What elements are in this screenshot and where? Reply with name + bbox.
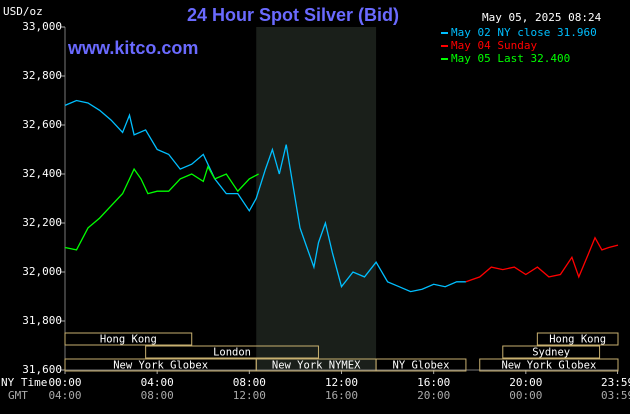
legend-label: May 02 NY close 31.960 <box>451 26 597 39</box>
x-tick-label: 20:00 <box>509 376 542 389</box>
x2-tick-label: 20:00 <box>417 389 450 402</box>
watermark: www.kitco.com <box>67 38 198 58</box>
timestamp: May 05, 2025 08:24 <box>482 11 602 24</box>
x2-tick-label: 00:00 <box>509 389 542 402</box>
session-box <box>536 332 619 346</box>
price-line <box>465 236 619 283</box>
x2-tick-label: 04:00 <box>48 389 81 402</box>
x2-tick-label: 03:59 <box>601 389 630 402</box>
x2-tick-label: 16:00 <box>325 389 358 402</box>
session-label: London <box>213 347 251 359</box>
session-label: New York Globex <box>501 360 596 372</box>
y-tick-label: 32,800 <box>22 69 62 82</box>
x-tick-label: 23:59 <box>601 376 630 389</box>
session-box <box>502 345 601 359</box>
x-tick-label: 04:00 <box>141 376 174 389</box>
session-box <box>145 345 319 359</box>
y-tick-label: 32,000 <box>22 265 62 278</box>
chart-title: 24 Hour Spot Silver (Bid) <box>187 5 399 25</box>
x-axis-label: NY Time <box>1 376 47 389</box>
session-label: Hong Kong <box>549 334 606 346</box>
x-tick-label: 16:00 <box>417 376 450 389</box>
session-label: New York Globex <box>113 360 208 372</box>
y-tick-label: 33,000 <box>22 20 62 33</box>
y-tick-label: 32,400 <box>22 167 62 180</box>
price-line <box>64 165 259 251</box>
session-label: Sydney <box>532 347 570 359</box>
x-tick-label: 12:00 <box>325 376 358 389</box>
y-tick-label: 31,600 <box>22 363 62 376</box>
session-label: New York NYMEX <box>272 360 361 372</box>
session-box <box>479 358 619 372</box>
x2-tick-label: 08:00 <box>141 389 174 402</box>
session-box <box>64 332 193 346</box>
session-label: NY Globex <box>393 360 450 372</box>
x2-tick-label: 12:00 <box>233 389 266 402</box>
x2-axis-label: GMT <box>8 389 28 402</box>
y-tick-label: 32,200 <box>22 216 62 229</box>
price-line <box>64 99 466 293</box>
session-shade <box>256 27 377 370</box>
shade-layer <box>256 27 377 370</box>
y-tick-label: 32,600 <box>22 118 62 131</box>
x-tick-label: 00:00 <box>48 376 81 389</box>
legend-label: May 04 Sunday <box>451 39 537 52</box>
x-tick-label: 08:00 <box>233 376 266 389</box>
y-tick-label: 31,800 <box>22 314 62 327</box>
session-box <box>375 358 467 372</box>
session-label: Hong Kong <box>100 334 157 346</box>
y-axis-label: USD/oz <box>3 5 43 18</box>
legend-label: May 05 Last 32.400 <box>451 52 570 65</box>
